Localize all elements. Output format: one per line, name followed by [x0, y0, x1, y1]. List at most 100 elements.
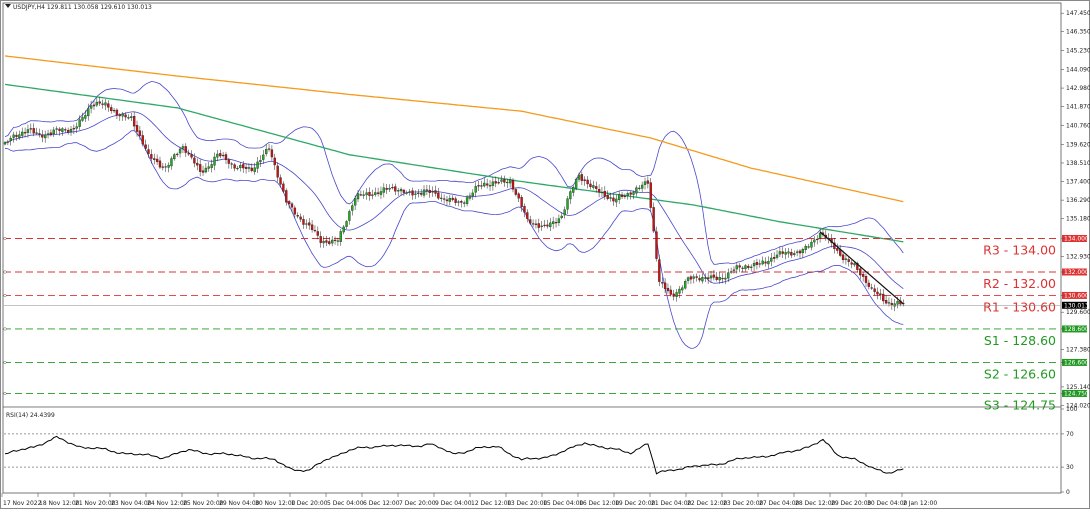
candle-body-bull [681, 287, 684, 291]
candle [652, 202, 655, 233]
time-tick-label: 30 Nov 12:00 [255, 500, 296, 507]
candle-body-bear [176, 153, 179, 155]
candle-body-bull [342, 226, 345, 233]
price-tick-label: 142.980 [1066, 85, 1090, 92]
candle [419, 188, 423, 197]
candle [580, 171, 584, 186]
candle-body-bull [540, 225, 543, 227]
candle-body-bear [689, 276, 693, 280]
candle [569, 189, 572, 204]
price-tick-label: 135.180 [1066, 216, 1090, 223]
candle-body-bull [178, 148, 182, 154]
candle [864, 273, 868, 287]
candle [718, 272, 721, 284]
candle [764, 257, 767, 267]
downtrend-line[interactable] [819, 231, 904, 305]
rsi-indicator: 100 70 30 0 [4, 406, 1078, 496]
level-anchor [3, 270, 7, 274]
candle [233, 162, 236, 172]
candle [302, 215, 305, 229]
time-tick-label: 1 Dec 20:00 [291, 500, 328, 507]
candle-body-bear [655, 231, 658, 259]
candle-body-bear [847, 259, 850, 262]
candle-body-bear [623, 195, 627, 197]
candle [204, 163, 208, 174]
candle-body-bear [764, 261, 767, 264]
candle-body-bear [394, 186, 397, 192]
candle [801, 247, 805, 258]
price-tick-label: 140.760 [1066, 122, 1090, 129]
candle [503, 175, 506, 187]
candle [6, 139, 10, 146]
candle-body-bull [213, 156, 216, 166]
candle-body-bear [219, 153, 222, 157]
candle-body-bear [620, 194, 624, 197]
candle [411, 187, 414, 200]
candle-body-bear [629, 192, 632, 195]
candle-body-bear [224, 154, 228, 161]
candle [793, 250, 796, 257]
candle [603, 186, 607, 200]
symbol-menu-triangle-icon[interactable] [5, 4, 11, 8]
candle [394, 183, 397, 196]
candle-body-bull [262, 154, 265, 160]
candle [227, 157, 231, 169]
symbol-info: USDJPY,H4 129.811 130.058 129.610 130.01… [13, 4, 152, 11]
candle-body-bull [46, 133, 50, 135]
candle [712, 269, 716, 281]
candle-body-bear [790, 251, 793, 256]
level-price-tag-text: 124.750 [1064, 390, 1089, 397]
candle-body-bull [778, 251, 782, 255]
candle [279, 174, 282, 188]
level-support: S2 - 126.60 126.600 [3, 358, 1089, 381]
candle-body-bear [115, 109, 119, 116]
candle [775, 250, 779, 260]
candle [566, 196, 569, 215]
candle [646, 176, 650, 189]
candle [850, 259, 853, 269]
candle [600, 187, 604, 197]
candle-body-bull [727, 272, 730, 279]
candle [115, 108, 119, 120]
candle [422, 185, 426, 198]
candle-body-bull [55, 128, 58, 130]
candle [351, 203, 354, 216]
candle-body-bear [242, 164, 245, 169]
candle-body-bull [500, 179, 503, 182]
candle [543, 220, 546, 228]
candle-body-bear [841, 254, 845, 261]
time-tick-label: 21 Nov 20:00 [75, 500, 116, 507]
candle [276, 162, 279, 182]
candle-body-bull [84, 115, 87, 119]
candle [41, 130, 44, 143]
candle-body-bear [738, 265, 741, 268]
candle-body-bull [632, 192, 635, 195]
candlesticks [3, 97, 905, 312]
candle [574, 177, 578, 191]
candle-body-bull [735, 265, 739, 270]
time-tick-label: 27 Dec 04:00 [759, 500, 800, 507]
candle-body-bear [663, 282, 667, 290]
candle-body-bear [890, 303, 894, 306]
candle-body-bear [836, 248, 839, 251]
candle [638, 185, 641, 191]
level-anchor [3, 236, 7, 241]
price-tick-label: 144.090 [1066, 66, 1090, 73]
bollinger-lower-line [4, 130, 904, 349]
candle-body-bull [26, 129, 30, 133]
candle-body-bull [305, 223, 308, 225]
candle-body-bear [290, 203, 294, 208]
candle-body-bull [81, 117, 84, 121]
candle-body-bull [483, 182, 486, 187]
candle [695, 273, 698, 282]
candle-body-bear [646, 180, 650, 184]
candle [66, 127, 70, 135]
candle-body-bull [204, 167, 208, 173]
candle-body-bear [517, 193, 520, 199]
candle [365, 188, 368, 200]
candle [167, 162, 170, 173]
candle-body-bull [348, 211, 351, 221]
candle-body-bear [411, 190, 414, 196]
candle-body-bear [190, 154, 193, 158]
candle [615, 194, 618, 208]
